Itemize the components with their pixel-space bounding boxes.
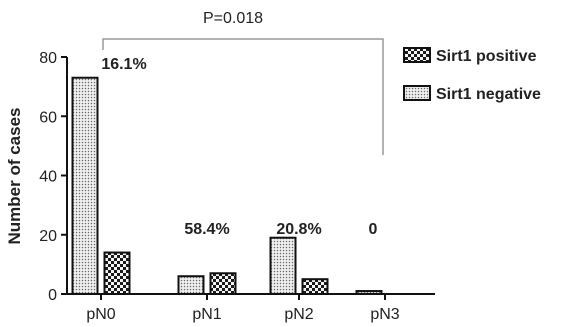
percent-label: 58.4% — [184, 221, 229, 238]
p-value-annotation: P=0.018 — [203, 10, 263, 27]
bar — [103, 251, 131, 295]
percent-label: 0 — [369, 221, 378, 238]
x-tick-label: pN3 — [370, 306, 399, 323]
y-tick-label: 20 — [39, 228, 57, 245]
bar — [177, 275, 205, 296]
x-tick-label: pN2 — [284, 306, 313, 323]
percent-label: 20.8% — [276, 221, 321, 238]
legend-label: Sirt1 negative — [436, 86, 541, 103]
percent-label: 16.1% — [101, 56, 146, 73]
bar — [355, 290, 383, 296]
x-tick-label: pN0 — [86, 306, 115, 323]
x-tick-label: pN1 — [192, 306, 221, 323]
y-tick-label: 0 — [48, 287, 57, 304]
axes: 0 20 40 60 80 pN0 pN1 pN2 pN3 — [39, 50, 435, 323]
y-tick-label: 80 — [39, 50, 57, 67]
bar — [71, 76, 99, 295]
legend-swatch — [403, 47, 431, 63]
y-axis-title: Number of cases — [5, 108, 24, 245]
bar — [209, 272, 237, 296]
labels: 16.1% 58.4% 20.8% 0 — [101, 38, 384, 238]
legend-label: Sirt1 positive — [436, 48, 537, 65]
bars — [71, 76, 383, 296]
y-tick-label: 60 — [39, 109, 57, 126]
legend: Sirt1 positive Sirt1 negative — [403, 47, 541, 103]
significance-bracket — [102, 38, 384, 155]
bar — [301, 278, 329, 295]
legend-swatch — [403, 85, 431, 101]
y-tick-label: 40 — [39, 169, 57, 186]
bar — [269, 236, 297, 295]
